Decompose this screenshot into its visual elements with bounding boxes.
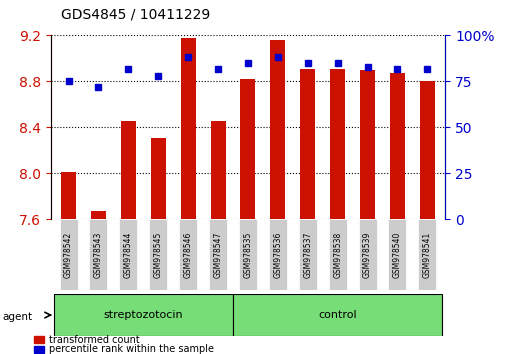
FancyBboxPatch shape (418, 219, 435, 290)
Bar (91, 211, 106, 219)
Text: percentile rank within the sample: percentile rank within the sample (49, 344, 214, 354)
Text: GSM978547: GSM978547 (213, 232, 222, 278)
FancyBboxPatch shape (358, 219, 376, 290)
FancyBboxPatch shape (89, 219, 107, 290)
Text: GSM978538: GSM978538 (332, 232, 341, 278)
FancyBboxPatch shape (268, 219, 286, 290)
Bar (270, 40, 285, 219)
Bar (210, 120, 225, 219)
Bar (150, 138, 166, 219)
Text: GSM978540: GSM978540 (392, 232, 401, 278)
FancyBboxPatch shape (328, 219, 346, 290)
FancyBboxPatch shape (149, 219, 167, 290)
FancyBboxPatch shape (232, 294, 441, 336)
Bar (299, 69, 315, 219)
Bar (180, 38, 195, 219)
Text: agent: agent (3, 312, 33, 322)
FancyBboxPatch shape (179, 219, 197, 290)
FancyBboxPatch shape (388, 219, 406, 290)
FancyBboxPatch shape (119, 219, 137, 290)
Text: GSM978544: GSM978544 (124, 232, 133, 278)
Bar (419, 81, 434, 219)
FancyBboxPatch shape (54, 294, 232, 336)
Bar (240, 79, 255, 219)
Text: GSM978536: GSM978536 (273, 232, 282, 278)
FancyBboxPatch shape (60, 219, 77, 290)
Bar (61, 172, 76, 219)
Text: GSM978539: GSM978539 (362, 232, 371, 278)
Text: GSM978541: GSM978541 (422, 232, 431, 278)
Bar (360, 70, 374, 219)
Text: streptozotocin: streptozotocin (104, 310, 183, 320)
Text: transformed count: transformed count (49, 335, 139, 344)
Text: control: control (318, 310, 356, 320)
Bar (330, 69, 344, 219)
Bar (121, 120, 135, 219)
FancyBboxPatch shape (298, 219, 316, 290)
Text: GSM978535: GSM978535 (243, 232, 252, 278)
Bar (34, 346, 44, 353)
Text: GSM978546: GSM978546 (183, 232, 192, 278)
FancyBboxPatch shape (238, 219, 257, 290)
Bar (389, 73, 404, 219)
Text: GSM978542: GSM978542 (64, 232, 73, 278)
Text: GSM978545: GSM978545 (154, 232, 163, 278)
FancyBboxPatch shape (209, 219, 227, 290)
Text: GSM978543: GSM978543 (94, 232, 103, 278)
Text: GSM978537: GSM978537 (302, 232, 312, 278)
Text: GDS4845 / 10411229: GDS4845 / 10411229 (61, 7, 210, 21)
Bar (34, 336, 44, 343)
